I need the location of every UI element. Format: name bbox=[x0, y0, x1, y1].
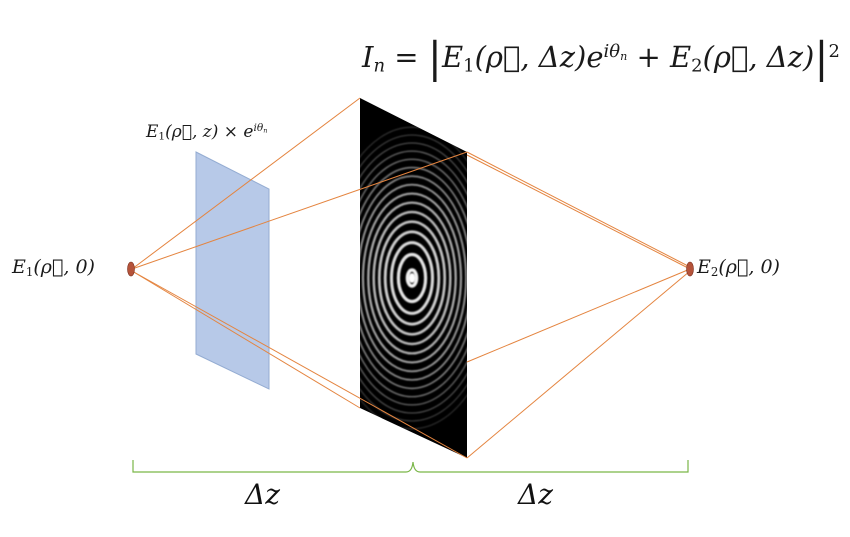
ray-s1-screen-bottom-right bbox=[131, 270, 468, 459]
fringe-ring bbox=[360, 158, 467, 398]
ray-s2-screen-top bbox=[466, 151, 691, 268]
bracket-left-half bbox=[132, 460, 414, 473]
phase-modulation-label: E1(ρ⃗, z) × eiθn bbox=[146, 122, 268, 143]
fringe-ring bbox=[360, 166, 467, 390]
distance-label-left: Δz bbox=[245, 478, 280, 511]
fringe-ring bbox=[360, 126, 467, 430]
distance-bracket bbox=[132, 460, 689, 473]
ray-s1-screen-bottom-left bbox=[131, 270, 361, 409]
fringe-ring bbox=[405, 268, 419, 288]
fringe-ring bbox=[377, 220, 447, 336]
bracket-right-half bbox=[412, 460, 689, 473]
interference-fringes bbox=[360, 126, 467, 430]
fringe-ring bbox=[360, 142, 467, 414]
source-2-point bbox=[686, 261, 694, 277]
fringe-center bbox=[409, 273, 415, 283]
distance-label-right: Δz bbox=[518, 478, 553, 511]
fringe-ring bbox=[360, 183, 467, 373]
ray-s1-screen-top-left bbox=[131, 97, 361, 270]
ray-s2-screen-bottom bbox=[466, 270, 691, 459]
fringe-ring bbox=[383, 230, 441, 326]
ray-s2-screen-top-2 bbox=[466, 154, 691, 270]
fringe-ring bbox=[360, 150, 467, 406]
fringe-ring bbox=[361, 192, 463, 364]
fringe-ring bbox=[360, 175, 467, 381]
ray-s2-screen-mid bbox=[466, 268, 691, 363]
fringe-ring bbox=[372, 210, 452, 346]
fringe-ring bbox=[367, 201, 457, 355]
source-1-point bbox=[127, 261, 135, 277]
source-2-label: E2(ρ⃗, 0) bbox=[697, 256, 780, 279]
fringe-ring bbox=[389, 241, 435, 315]
fringe-ring bbox=[396, 252, 428, 304]
fringe-ring bbox=[360, 134, 467, 422]
ray-lines bbox=[131, 97, 691, 459]
source-1-label: E1(ρ⃗, 0) bbox=[12, 256, 95, 279]
phase-plate bbox=[195, 151, 270, 390]
ray-s1-screen-top-right bbox=[131, 151, 468, 270]
intensity-formula: In = |E1(ρ⃗, Δz)eiθn + E2(ρ⃗, Δz)|2 bbox=[362, 33, 840, 83]
